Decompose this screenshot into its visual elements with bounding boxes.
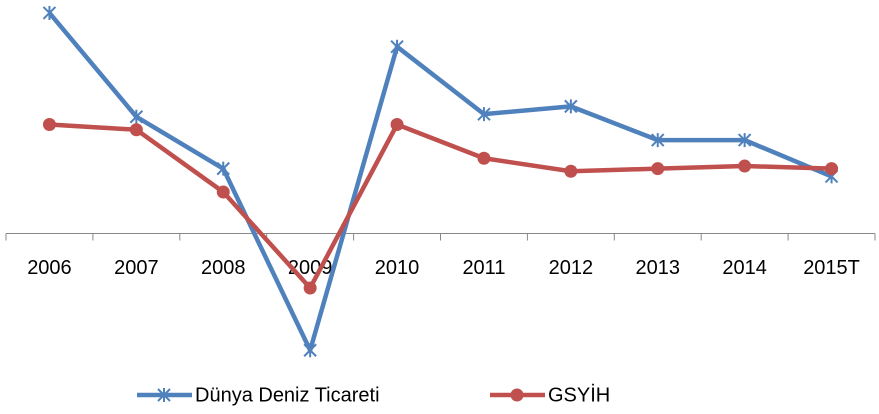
marker (564, 99, 578, 114)
marker (303, 281, 317, 295)
marker (564, 164, 578, 178)
x-tick-label: 2008 (201, 257, 246, 279)
marker (42, 5, 57, 20)
x-tick-label: 2010 (375, 257, 420, 279)
x-tick-label: 2015T (803, 257, 860, 279)
legend-marker (510, 388, 524, 402)
series-line (49, 122, 832, 291)
x-tick-label: 2012 (549, 257, 594, 279)
marker (825, 162, 839, 176)
marker (737, 133, 752, 148)
marker (738, 159, 752, 173)
x-tick-label: 2013 (636, 257, 681, 279)
marker (129, 123, 143, 137)
legend-marker (157, 388, 171, 402)
legend-label: GSYİH (548, 383, 610, 406)
marker (42, 118, 56, 132)
marker (216, 185, 230, 199)
marker (651, 133, 665, 148)
marker (390, 39, 404, 54)
x-tick-label: 2011 (462, 257, 505, 279)
legend-label: Dünya Deniz Ticareti (195, 384, 380, 406)
x-tick-label: 2014 (722, 257, 767, 279)
marker (477, 151, 491, 165)
marker (390, 118, 404, 132)
marker (129, 109, 144, 124)
marker (303, 343, 317, 358)
marker (651, 162, 665, 176)
marker (216, 161, 230, 176)
x-tick-label: 2007 (114, 257, 159, 279)
x-tick-label: 2006 (27, 257, 72, 279)
series-line (47, 11, 833, 353)
marker (477, 107, 491, 122)
